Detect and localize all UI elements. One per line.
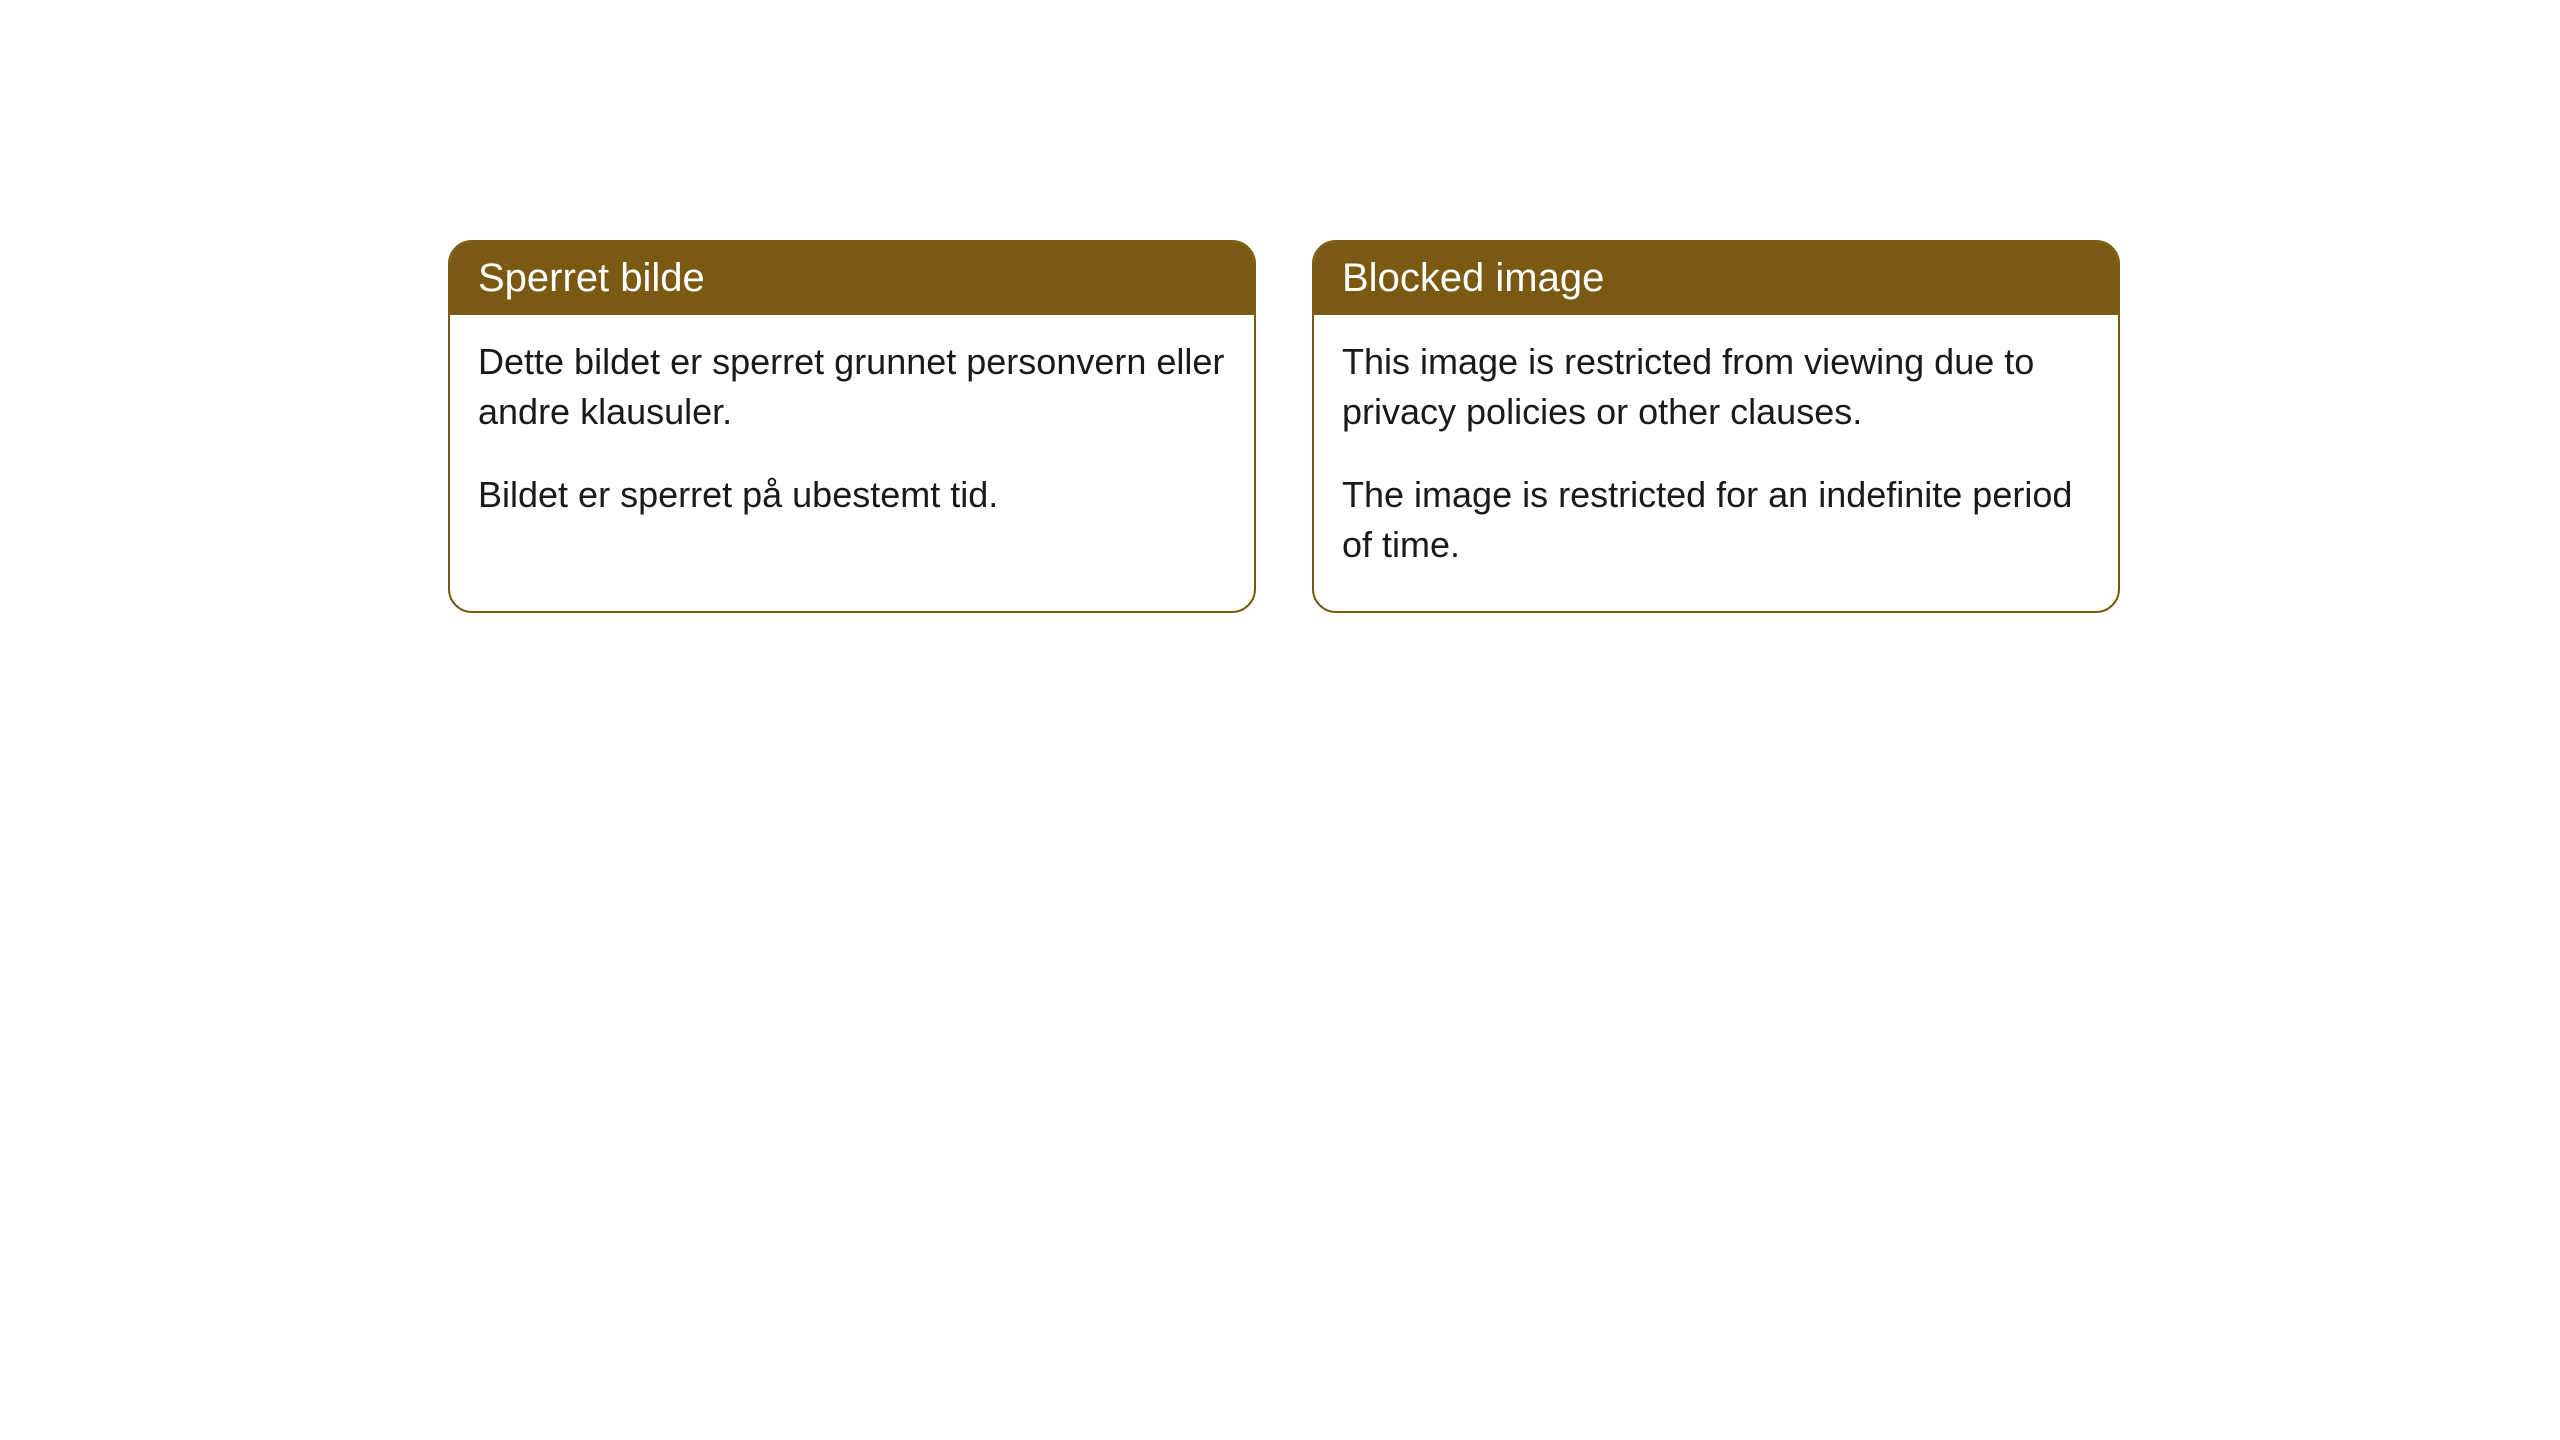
card-header-english: Blocked image <box>1314 242 2118 315</box>
card-text-english-1: This image is restricted from viewing du… <box>1342 337 2090 438</box>
card-english: Blocked image This image is restricted f… <box>1312 240 2120 613</box>
card-norwegian: Sperret bilde Dette bildet er sperret gr… <box>448 240 1256 613</box>
card-text-norwegian-2: Bildet er sperret på ubestemt tid. <box>478 470 1226 520</box>
card-body-english: This image is restricted from viewing du… <box>1314 315 2118 611</box>
card-text-norwegian-1: Dette bildet er sperret grunnet personve… <box>478 337 1226 438</box>
card-body-norwegian: Dette bildet er sperret grunnet personve… <box>450 315 1254 560</box>
cards-container: Sperret bilde Dette bildet er sperret gr… <box>0 0 2560 613</box>
card-header-norwegian: Sperret bilde <box>450 242 1254 315</box>
card-text-english-2: The image is restricted for an indefinit… <box>1342 470 2090 571</box>
